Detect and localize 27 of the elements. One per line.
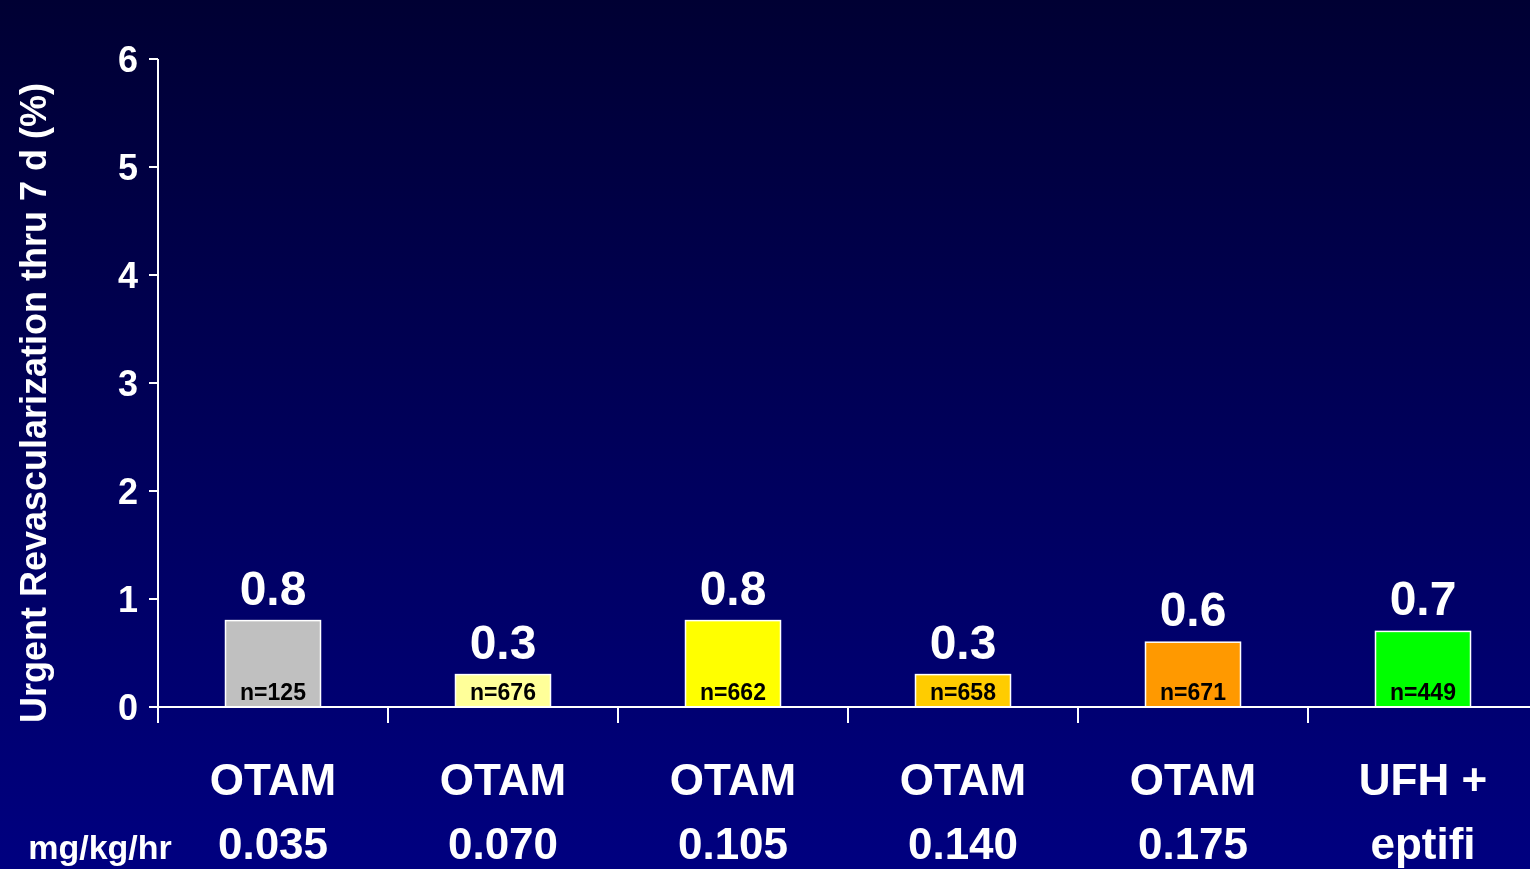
annotation: n=125 [240,679,307,706]
annotation: n=662 [700,679,766,706]
y-axis-title: Urgent Revascularization thru 7 d (%) [13,82,54,724]
y-tick-label: 2 [117,470,139,512]
x-tick-label: UFH + eptifi [1358,755,1488,868]
y-tick-label: 6 [117,38,139,80]
y-tick-label: 4 [117,254,139,296]
y-tick-label: 3 [117,362,139,404]
x-tick-label: OTAM 0.175 [1129,755,1257,868]
annotation: n=449 [1390,679,1456,706]
x-tick-label: OTAM 0.035 [209,755,337,868]
annotation: n=676 [470,679,536,706]
data-label: 0.7 [1389,572,1457,626]
data-label: 0.6 [1159,583,1227,637]
annotation: n=658 [930,679,997,706]
y-tick-label: 1 [117,578,139,620]
x-tick-label: OTAM 0.105 [669,755,797,868]
data-label: 0.3 [929,615,997,669]
data-label: 0.3 [469,615,537,669]
data-label: 0.8 [699,561,767,615]
annotation: n=671 [1160,679,1227,706]
x-tick-label: OTAM 0.140 [899,755,1027,868]
data-label: 0.8 [239,561,307,615]
x-axis-title: mg/kg/hr [28,828,172,866]
x-tick-label: OTAM 0.070 [439,755,567,868]
y-tick-label: 5 [117,146,139,188]
y-tick-label: 0 [117,686,139,728]
